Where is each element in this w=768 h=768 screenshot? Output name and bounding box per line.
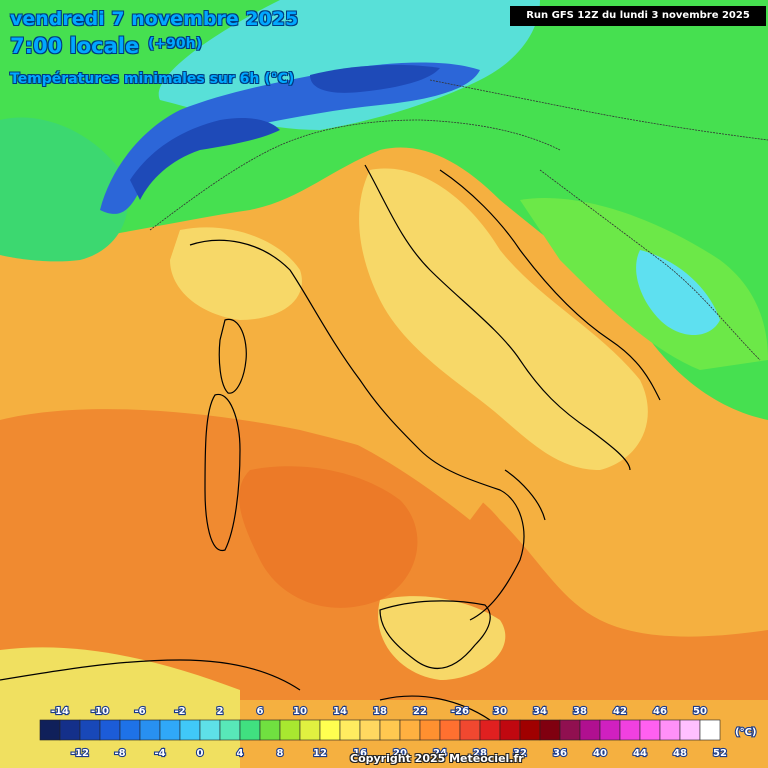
legend-swatch (539, 719, 561, 741)
legend-swatch (599, 719, 621, 741)
legend-label-bottom: 24 (433, 748, 447, 759)
legend-label-bottom: 12 (313, 748, 327, 759)
forecast-time: 7:00 locale (10, 34, 140, 58)
coastline-sardinia (204, 393, 241, 551)
region-sicily-warm (378, 596, 506, 680)
legend-swatch (299, 719, 321, 741)
borders (149, 79, 768, 361)
legend-label-top: 14 (333, 706, 347, 717)
legend-swatch (439, 719, 461, 741)
legend-swatch (639, 719, 661, 741)
region-alpine-cold-belt (100, 62, 480, 214)
legend-swatch (679, 719, 701, 741)
legend-swatch (259, 719, 281, 741)
legend-label-top: 10 (293, 706, 307, 717)
coastline-adriatic-east (439, 169, 661, 401)
legend-swatch (559, 719, 581, 741)
legend-label-bottom: -4 (154, 748, 165, 759)
legend-label-top: 46 (653, 706, 667, 717)
coastline-africa (0, 659, 491, 721)
legend-label-bottom: 28 (473, 748, 487, 759)
coastline-sicily (379, 600, 491, 669)
legend-swatch (39, 719, 61, 741)
legend-label-top: 18 (373, 706, 387, 717)
legend-label-top: 50 (693, 706, 707, 717)
legend-label-bottom: 4 (237, 748, 244, 759)
legend-swatch (659, 719, 681, 741)
legend-label-bottom: 40 (593, 748, 607, 759)
legend-label-bottom: 8 (277, 748, 284, 759)
legend-swatch (619, 719, 641, 741)
legend-label-top: 22 (413, 706, 427, 717)
legend-label-bottom: 20 (393, 748, 407, 759)
legend-label-bottom: 16 (353, 748, 367, 759)
legend-label-bottom: -12 (71, 748, 89, 759)
legend-label-bottom: 32 (513, 748, 527, 759)
legend-swatch (219, 719, 241, 741)
legend-swatch (519, 719, 541, 741)
legend-label-top: 30 (493, 706, 507, 717)
legend-label-top: 6 (257, 706, 264, 717)
region-alpine-east (310, 64, 440, 93)
forecast-date: vendredi 7 novembre 2025 (10, 8, 299, 30)
legend-label-top: -14 (51, 706, 69, 717)
border-alpine (149, 119, 561, 231)
region-adriatic-warm (359, 168, 648, 470)
region-green-west (0, 117, 128, 262)
legend-label-top: -10 (91, 706, 109, 717)
legend-swatch (699, 719, 721, 741)
coastline-corsica (218, 318, 247, 394)
legend-label-bottom: -8 (114, 748, 125, 759)
region-sea-hot-tyrrhenian (239, 466, 418, 608)
border-central (429, 79, 768, 141)
legend-label-top: 2 (217, 706, 224, 717)
color-legend: -14 -10 -6 -2 2 6 10 14 18 22 -26 30 34 38 42 46 50 -12 -8… (39, 705, 728, 760)
legend-swatch (579, 719, 601, 741)
legend-swatch (159, 719, 181, 741)
legend-label-top: 34 (533, 706, 547, 717)
legend-swatch (179, 719, 201, 741)
legend-swatch (279, 719, 301, 741)
legend-label-bottom: 44 (633, 748, 647, 759)
legend-label-bottom: 0 (197, 748, 204, 759)
parameter-title: Températures minimales sur 6h (°C) (10, 71, 295, 87)
legend-swatch (479, 719, 501, 741)
legend-swatch (199, 719, 221, 741)
legend-swatch (419, 719, 441, 741)
legend-swatch (459, 719, 481, 741)
legend-swatch (399, 719, 421, 741)
legend-swatch (119, 719, 141, 741)
legend-label-top: -2 (174, 706, 185, 717)
legend-swatch (339, 719, 361, 741)
legend-swatch (59, 719, 81, 741)
legend-swatch (379, 719, 401, 741)
copyright: Copyright 2025 Meteociel.fr (350, 752, 524, 765)
legend-label-top: 38 (573, 706, 587, 717)
legend-swatch (239, 719, 261, 741)
region-ligurian-warm (170, 227, 302, 320)
legend-unit: (°C) (735, 727, 756, 738)
legend-swatch (139, 719, 161, 741)
legend-label-bottom: 36 (553, 748, 567, 759)
coastlines (0, 164, 661, 721)
legend-label-bottom: 48 (673, 748, 687, 759)
lead-time: (+90h) (148, 36, 202, 52)
coastline-italy (189, 164, 631, 621)
legend-label-bottom: 52 (713, 748, 727, 759)
region-mediterranean-warm (0, 288, 500, 520)
legend-label-top: 42 (613, 706, 627, 717)
region-alpine-core (130, 118, 280, 200)
legend-swatch (319, 719, 341, 741)
legend-swatch (499, 719, 521, 741)
region-cool-balkan (636, 250, 720, 335)
legend-label-top: -6 (134, 706, 145, 717)
legend-label-top: -26 (451, 706, 469, 717)
legend-swatch (359, 719, 381, 741)
run-info: Run GFS 12Z du lundi 3 novembre 2025 (510, 6, 766, 26)
legend-swatch (79, 719, 101, 741)
legend-swatch (99, 719, 121, 741)
